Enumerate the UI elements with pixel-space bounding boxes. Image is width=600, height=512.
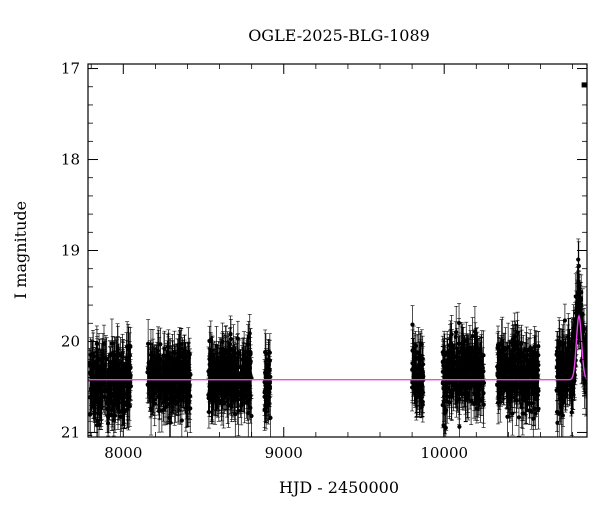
x-axis-label: HJD - 2450000 xyxy=(279,478,399,497)
x-tick-label: 9000 xyxy=(265,444,303,462)
data-point xyxy=(95,338,100,385)
y-tick-label: 17 xyxy=(61,60,80,78)
data-point xyxy=(97,379,102,426)
data-point xyxy=(90,329,96,378)
data-point xyxy=(127,385,132,427)
data-point xyxy=(112,398,118,433)
data-point xyxy=(95,396,100,437)
data-point xyxy=(94,402,99,437)
data-point xyxy=(163,365,169,407)
data-point xyxy=(100,350,105,398)
data-point xyxy=(89,367,95,408)
y-tick-label: 21 xyxy=(61,423,80,441)
data-point xyxy=(92,374,98,419)
y-tick-label: 18 xyxy=(61,151,80,169)
y-axis-label: I magnitude xyxy=(11,201,30,299)
data-point xyxy=(103,369,108,410)
data-point xyxy=(119,395,125,426)
data-point xyxy=(102,338,108,377)
y-tick-label: 20 xyxy=(61,332,80,350)
data-point xyxy=(107,382,112,416)
data-point xyxy=(113,362,118,402)
data-point xyxy=(99,376,104,407)
data-point xyxy=(161,393,167,426)
data-point xyxy=(109,388,114,417)
y-tick-label: 19 xyxy=(61,242,80,260)
data-points xyxy=(88,82,587,437)
data-point xyxy=(107,340,113,371)
chart-title: OGLE-2025-BLG-1089 xyxy=(248,26,430,45)
x-tick-label: 8000 xyxy=(104,444,142,462)
data-point xyxy=(120,351,126,381)
data-point xyxy=(125,369,130,408)
data-point xyxy=(110,336,115,370)
data-point xyxy=(117,363,122,415)
x-tick-label: 10000 xyxy=(420,444,468,462)
